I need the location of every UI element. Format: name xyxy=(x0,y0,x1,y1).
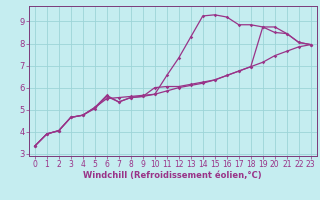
X-axis label: Windchill (Refroidissement éolien,°C): Windchill (Refroidissement éolien,°C) xyxy=(84,171,262,180)
